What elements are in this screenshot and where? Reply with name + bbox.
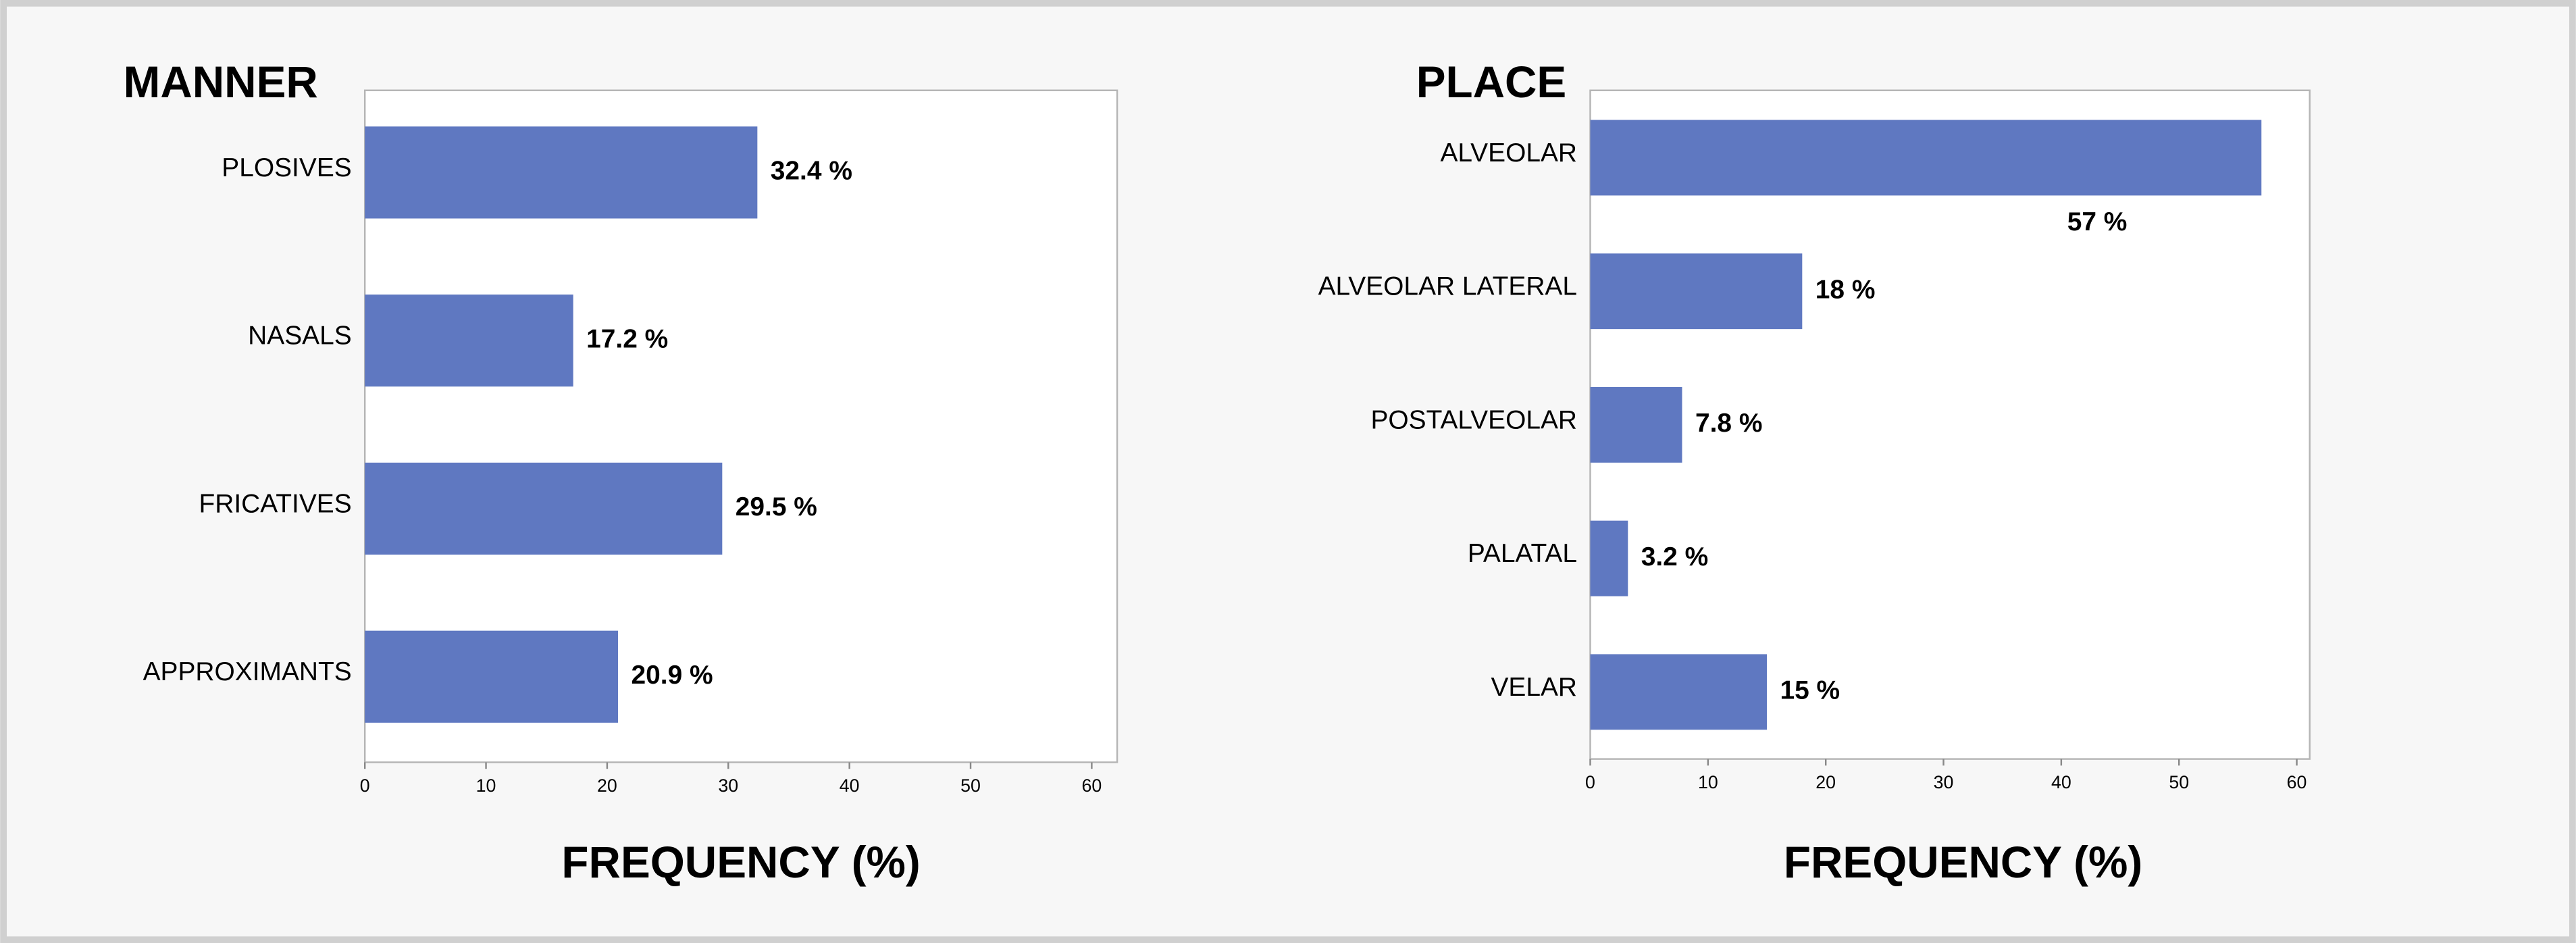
bar: [1590, 386, 1682, 463]
value-label: 32.4 %: [771, 157, 852, 186]
y-tick-label: ALVEOLAR LATERAL: [1318, 272, 1577, 301]
x-tick-label: 40: [2051, 772, 2071, 792]
bar: [1590, 120, 2262, 196]
bar: [365, 295, 573, 387]
x-tick-label: 10: [476, 775, 496, 796]
y-tick-label: ALVEOLAR: [1440, 138, 1577, 168]
bar: [1590, 654, 1768, 730]
x-tick-label: 30: [1934, 772, 1954, 792]
x-tick-label: 20: [597, 775, 617, 796]
value-label: 3.2 %: [1641, 542, 1709, 571]
y-tick-label: PLOSIVES: [222, 153, 351, 182]
x-axis-label: FREQUENCY (%): [561, 838, 920, 887]
value-label: 17.2 %: [586, 324, 668, 353]
chart-title: MANNER: [124, 57, 318, 107]
x-tick-label: 0: [1585, 772, 1595, 792]
x-tick-label: 10: [1698, 772, 1718, 792]
value-label: 18 %: [1815, 275, 1876, 304]
x-tick-label: 40: [840, 775, 860, 796]
value-label: 7.8 %: [1695, 409, 1763, 438]
x-tick-label: 60: [2287, 772, 2307, 792]
y-tick-label: NASALS: [248, 322, 352, 351]
value-label: 29.5 %: [736, 492, 817, 521]
y-tick-label: FRICATIVES: [199, 489, 351, 518]
x-tick-label: 50: [960, 775, 981, 796]
bar: [1590, 253, 1803, 330]
x-axis-label: FREQUENCY (%): [1784, 838, 2142, 887]
x-tick-label: 60: [1082, 775, 1102, 796]
value-label: 15 %: [1780, 676, 1840, 705]
x-tick-label: 0: [360, 775, 370, 796]
x-tick-label: 20: [1815, 772, 1836, 792]
chart-title: PLACE: [1416, 57, 1567, 107]
x-tick-label: 30: [718, 775, 738, 796]
y-tick-label: PALATAL: [1468, 539, 1577, 568]
value-label: 57 %: [2067, 207, 2128, 236]
plot-area: [1589, 89, 2311, 760]
y-tick-label: POSTALVEOLAR: [1370, 405, 1577, 434]
bar: [365, 630, 619, 723]
y-tick-label: VELAR: [1491, 673, 1577, 702]
y-tick-label: APPROXIMANTS: [143, 657, 352, 686]
x-tick-label: 50: [2169, 772, 2189, 792]
bar: [365, 126, 758, 219]
value-label: 20.9 %: [632, 661, 713, 690]
bar: [365, 462, 723, 555]
bar: [1590, 520, 1628, 596]
